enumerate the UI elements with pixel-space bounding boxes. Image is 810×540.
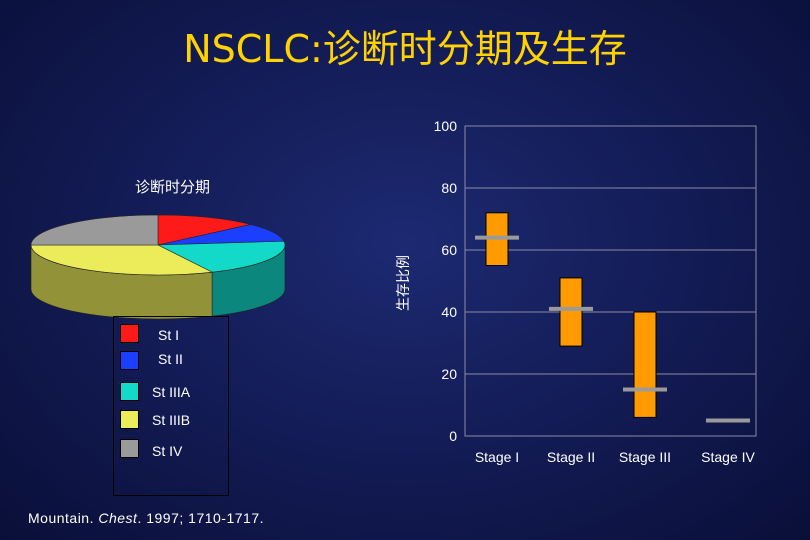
legend-swatch-st1	[120, 324, 139, 343]
x-tick-stage-iii: Stage III	[619, 449, 671, 465]
y-tick-0: 0	[449, 428, 457, 444]
x-tick-stage-ii: Stage II	[547, 449, 595, 465]
legend-label-st4: St IV	[152, 443, 183, 459]
pie-slice-st-iiib	[30, 244, 214, 276]
citation-journal: Chest	[98, 510, 138, 526]
y-tick-40: 40	[441, 304, 457, 320]
legend-label-st3b: St IIIB	[152, 412, 191, 428]
legend-swatch-st3b	[120, 410, 139, 429]
legend-swatch-st4	[120, 439, 139, 458]
pie-slice-st-iv	[30, 214, 159, 246]
y-tick-20: 20	[441, 366, 457, 382]
pie-slice-st-ii	[157, 224, 285, 246]
pie-slice-st-iiia	[157, 240, 286, 273]
slide-title: NSCLC:诊断时分期及生存	[183, 27, 627, 71]
legend-swatch-st3a	[120, 382, 139, 401]
x-tick-stage-iv: Stage IV	[701, 449, 755, 465]
pie-legend: St I St II St IIIA St IIIB St IV	[113, 316, 229, 496]
legend-label-st2: St II	[158, 351, 183, 367]
y-tick-100: 100	[434, 118, 458, 134]
y-axis-label: 生存比例	[396, 255, 412, 311]
pie-slice-st-i	[157, 214, 251, 246]
range-bar-stage-iii	[633, 311, 657, 418]
citation-details: . 1997; 1710-1717.	[137, 510, 264, 526]
plot-frame	[464, 125, 757, 437]
citation: Mountain. Chest. 1997; 1710-1717.	[28, 510, 264, 526]
citation-author: Mountain.	[28, 510, 94, 526]
legend-swatch-st2	[120, 351, 139, 370]
y-tick-80: 80	[441, 180, 457, 196]
pie-title: 诊断时分期	[135, 178, 211, 196]
range-bar-stage-ii	[559, 277, 583, 347]
legend-label-st3a: St IIIA	[152, 384, 191, 400]
x-tick-stage-i: Stage I	[475, 449, 519, 465]
legend-label-st1: St I	[158, 327, 180, 343]
y-tick-60: 60	[441, 242, 457, 258]
